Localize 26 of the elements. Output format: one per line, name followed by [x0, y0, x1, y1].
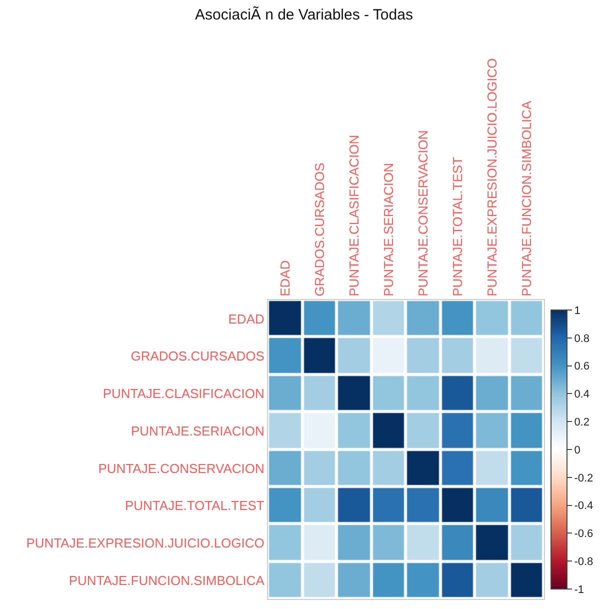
y-tick-label: PUNTAJE.EXPRESION.JUICIO.LOGICO [26, 535, 264, 550]
color-bar-label: -0.6 [574, 528, 594, 540]
color-bar-label: -0.4 [574, 500, 594, 512]
y-tick-label: PUNTAJE.FUNCION.SIMBOLICA [68, 572, 265, 588]
x-tick-label: PUNTAJE.EXPRESION.JUICIO.LOGICO [484, 58, 500, 296]
color-bar-label: 1 [574, 304, 580, 317]
y-tick-label: PUNTAJE.CONSERVACION [98, 460, 264, 476]
color-bar-label: 0.2 [574, 416, 590, 428]
y-tick-label: PUNTAJE.SERIACION [131, 423, 264, 438]
x-tick-label: PUNTAJE.FUNCION.SIMBOLICA [518, 100, 534, 296]
color-bar-label: 0 [574, 444, 580, 456]
color-bar-label: -0.2 [574, 472, 594, 484]
chart-title: AsociaciÃ n de Variables - Todas [195, 6, 413, 24]
y-tick-label: GRADOS.CURSADOS [130, 348, 265, 364]
x-tick-label: PUNTAJE.TOTAL.TEST [450, 156, 465, 296]
color-bar-label: 0.4 [574, 388, 590, 401]
color-bar-label: -1 [574, 584, 584, 596]
y-tick-label: EDAD [228, 311, 264, 326]
x-tick-label: PUNTAJE.CONSERVACION [415, 130, 430, 296]
x-tick-label: EDAD [277, 260, 292, 296]
y-tick-label: PUNTAJE.TOTAL.TEST [124, 498, 264, 514]
color-bar-label: -0.8 [574, 556, 594, 568]
x-tick-label: PUNTAJE.SERIACION [380, 163, 396, 296]
color-bar-label: 0.8 [574, 332, 590, 345]
y-tick-label: PUNTAJE.CLASIFICACION [102, 386, 264, 401]
color-bar-label: 0.6 [574, 360, 590, 373]
